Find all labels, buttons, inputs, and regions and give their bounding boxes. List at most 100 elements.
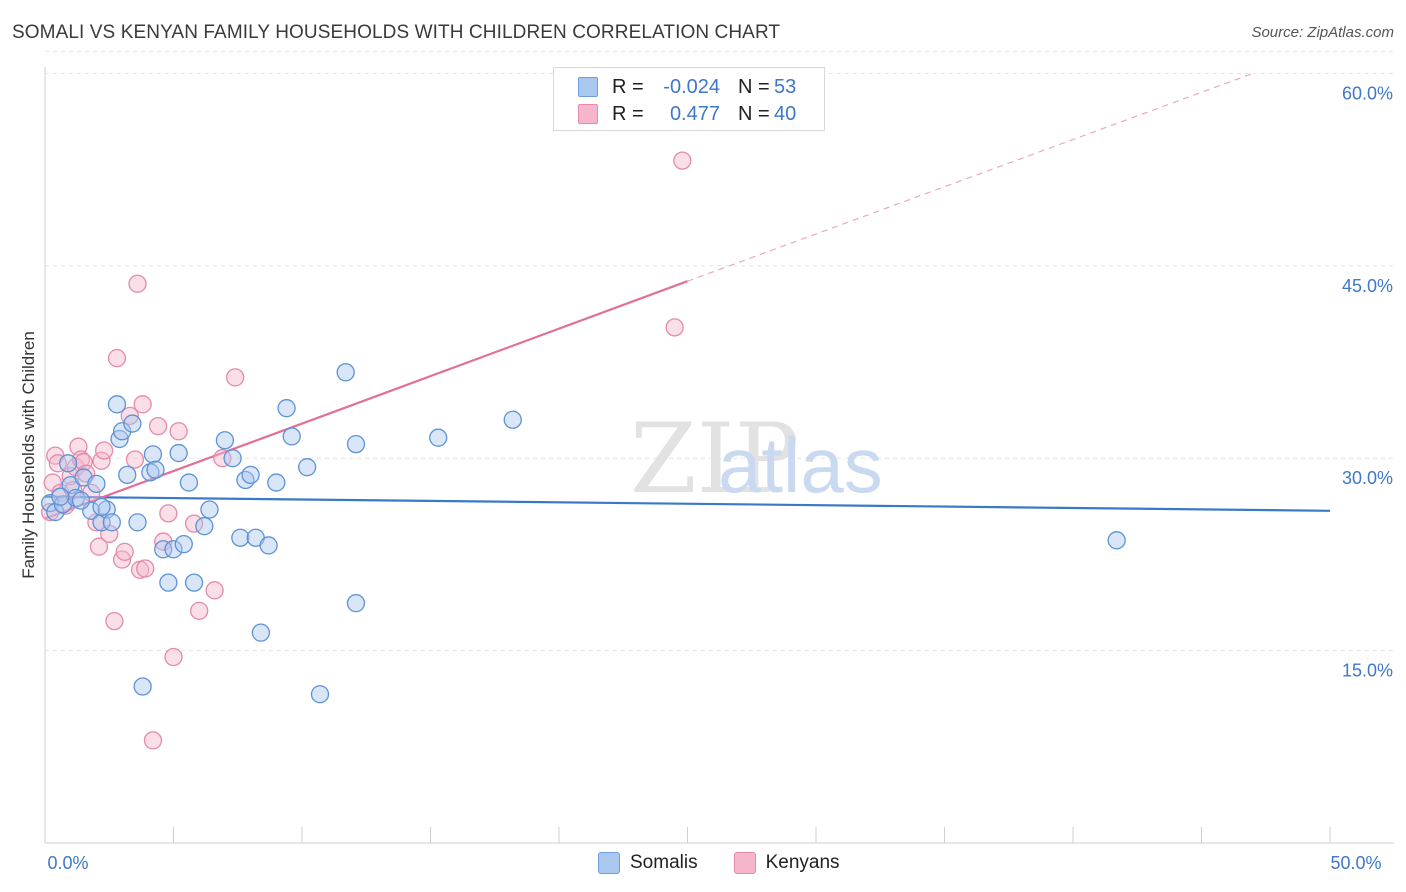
kenyan-point xyxy=(159,504,178,523)
kenyan-point xyxy=(213,449,232,468)
somali-point xyxy=(164,540,183,559)
kenyan-trend-line xyxy=(44,280,688,520)
kenyan-point xyxy=(205,581,224,600)
kenyan-point xyxy=(143,731,163,750)
somali-point xyxy=(236,470,255,490)
kenyan-point xyxy=(673,151,692,170)
x-tick-label-max: 50.0% xyxy=(1330,853,1381,873)
kenyan-point xyxy=(107,349,127,368)
somali-point xyxy=(200,500,219,519)
somalis-legend-swatch xyxy=(598,852,620,874)
somali-point xyxy=(107,395,127,414)
somali-point xyxy=(123,414,142,433)
legend-n-label: N = xyxy=(738,75,770,98)
legend-r-label: R = xyxy=(612,102,644,125)
kenyan-point xyxy=(94,441,114,460)
somali-point xyxy=(215,431,235,450)
somali-point xyxy=(92,497,111,517)
x-tick-label-min: 0.0% xyxy=(47,853,88,873)
trend-lines xyxy=(44,72,1331,520)
somali-point xyxy=(133,677,152,696)
kenyan-point xyxy=(169,422,188,441)
legend-n-value: 40 xyxy=(774,102,797,125)
somali-point xyxy=(184,573,204,592)
axes xyxy=(44,67,1394,844)
y-tick-label: 30.0% xyxy=(1342,468,1393,488)
source-label: Source: ZipAtlas.com xyxy=(1251,24,1394,41)
legend-r-value: -0.024 xyxy=(663,75,720,98)
series-legend: Somalis Kenyans xyxy=(598,852,876,874)
somali-point xyxy=(251,623,271,642)
legend-item-kenyans[interactable]: Kenyans xyxy=(733,852,840,874)
somali-point xyxy=(128,513,147,532)
watermark: ZIP atlas xyxy=(630,403,883,515)
kenyan-point xyxy=(74,452,93,472)
kenyan-point xyxy=(226,368,245,387)
somali-point xyxy=(231,528,250,547)
chart-title: SOMALI VS KENYAN FAMILY HOUSEHOLDS WITH … xyxy=(12,22,781,43)
somali-trend-line xyxy=(44,495,1331,512)
somali-point xyxy=(297,458,317,477)
y-tick-labels: 15.0% 30.0% 45.0% 60.0% xyxy=(1342,83,1393,680)
kenyans-legend-swatch xyxy=(733,852,756,874)
somali-point xyxy=(71,491,91,510)
somali-point xyxy=(141,463,160,482)
kenyan-point xyxy=(665,318,684,337)
somali-point xyxy=(118,465,137,485)
somali-point xyxy=(169,443,188,463)
somali-point xyxy=(267,473,286,492)
y-tick-label: 45.0% xyxy=(1342,276,1393,296)
somali-point xyxy=(143,445,163,464)
somali-point xyxy=(223,449,242,468)
somali-point xyxy=(503,410,522,429)
kenyan-point xyxy=(128,274,147,293)
kenyan-point xyxy=(89,537,109,556)
kenyan-point xyxy=(148,416,168,436)
somali-point xyxy=(346,434,366,454)
somali-point xyxy=(282,427,301,446)
legend-n-label: N = xyxy=(738,102,770,125)
somali-point xyxy=(174,534,193,554)
kenyan-point xyxy=(190,601,209,620)
kenyan-points xyxy=(40,151,692,750)
kenyan-point xyxy=(133,395,152,414)
kenyan-point xyxy=(105,611,124,631)
somali-points xyxy=(40,363,1126,704)
somali-point xyxy=(154,540,173,559)
legend-n-value: 53 xyxy=(774,75,797,98)
somali-point xyxy=(66,488,85,508)
kenyan-swatch xyxy=(578,104,598,124)
kenyan-point xyxy=(125,450,145,469)
somali-point xyxy=(179,473,199,492)
legend-r-value: 0.477 xyxy=(669,102,720,125)
gridlines xyxy=(45,51,1394,652)
legend-row-somali: R = -0.024 N = 53 xyxy=(578,74,796,100)
somali-point xyxy=(58,454,78,473)
somali-point xyxy=(259,536,278,555)
somali-point xyxy=(277,399,296,418)
somali-point xyxy=(310,685,330,704)
y-tick-label: 15.0% xyxy=(1342,661,1393,681)
somali-swatch xyxy=(578,77,598,97)
legend-label-somalis: Somalis xyxy=(630,852,698,873)
somali-point xyxy=(195,517,214,536)
legend-label-kenyans: Kenyans xyxy=(765,852,840,873)
somali-point xyxy=(146,460,165,479)
watermark-atlas: atlas xyxy=(718,421,883,509)
somali-point xyxy=(336,363,355,382)
somali-point xyxy=(51,487,70,506)
somali-point xyxy=(1107,531,1126,550)
kenyan-point xyxy=(115,542,134,561)
somali-point xyxy=(241,465,260,485)
kenyan-trend-extension xyxy=(687,72,1254,282)
watermark-zip: ZIP xyxy=(630,403,799,515)
kenyan-point xyxy=(136,559,155,578)
somali-point xyxy=(346,593,366,613)
somali-point xyxy=(102,513,121,532)
y-axis-title: Family Households with Children xyxy=(19,331,38,579)
somali-point xyxy=(159,573,178,592)
somali-point xyxy=(429,428,448,447)
legend-item-somalis[interactable]: Somalis xyxy=(598,852,698,874)
somali-point xyxy=(87,474,106,494)
